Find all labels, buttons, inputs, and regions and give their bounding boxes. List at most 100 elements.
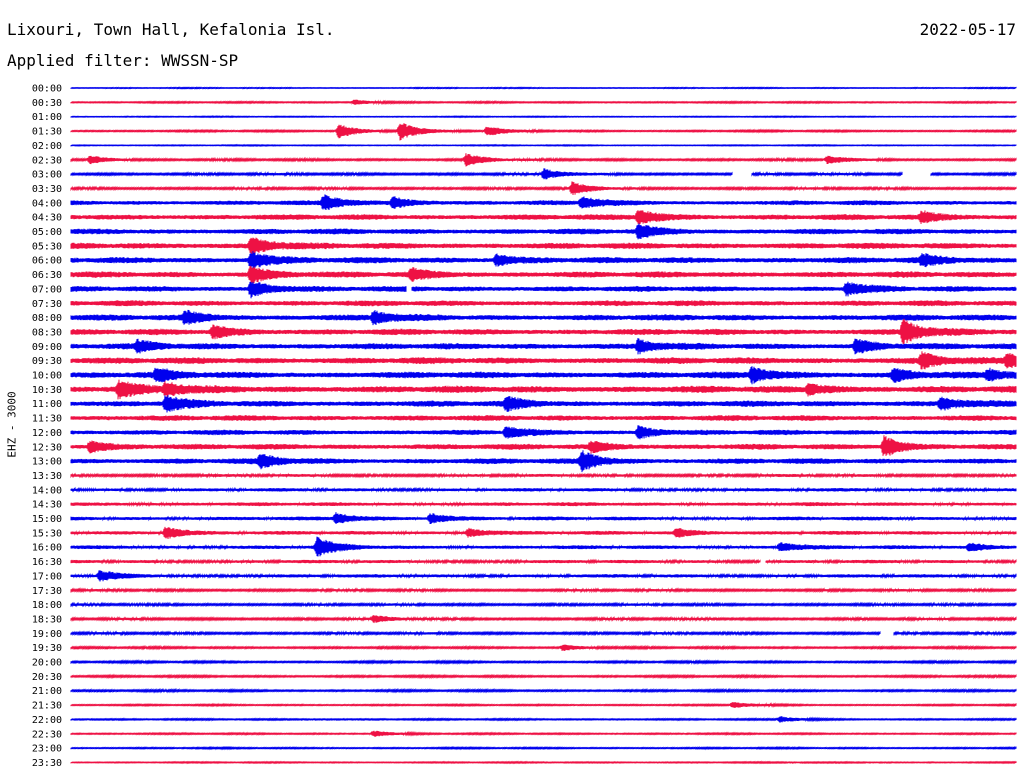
time-tick-label: 06:00 bbox=[32, 256, 62, 267]
time-tick-label: 15:30 bbox=[32, 528, 62, 539]
trace-row-1300 bbox=[70, 450, 1017, 473]
plot-date: 2022-05-17 bbox=[919, 20, 1016, 39]
time-tick-label: 14:30 bbox=[32, 500, 62, 511]
trace-row-1630 bbox=[70, 558, 1017, 565]
time-tick-label: 14:00 bbox=[32, 485, 62, 496]
trace-row-2000 bbox=[70, 659, 1017, 665]
time-tick-label: 08:00 bbox=[32, 313, 62, 324]
time-tick-label: 08:30 bbox=[32, 327, 62, 338]
time-tick-label: 22:30 bbox=[32, 729, 62, 740]
time-tick-label: 03:00 bbox=[32, 170, 62, 181]
trace-row-0130 bbox=[70, 123, 1017, 141]
time-tick-label: 13:00 bbox=[32, 457, 62, 468]
trace-row-0930 bbox=[70, 351, 1017, 370]
trace-row-1500 bbox=[70, 512, 1017, 525]
time-tick-label: 22:00 bbox=[32, 715, 62, 726]
time-tick-label: 18:00 bbox=[32, 600, 62, 611]
time-tick-label: 09:00 bbox=[32, 342, 62, 353]
trace-row-1030 bbox=[70, 379, 1017, 400]
trace-row-2300 bbox=[70, 745, 1017, 751]
time-tick-label: 19:00 bbox=[32, 629, 62, 640]
time-tick-label: 17:00 bbox=[32, 571, 62, 582]
trace-row-1900 bbox=[70, 630, 1017, 637]
time-tick-label: 02:30 bbox=[32, 155, 62, 166]
trace-row-1730 bbox=[70, 587, 1017, 594]
trace-row-2200 bbox=[70, 716, 1017, 723]
station-title: Lixouri, Town Hall, Kefalonia Isl. bbox=[7, 20, 335, 39]
time-tick-label: 11:30 bbox=[32, 414, 62, 425]
trace-row-0530 bbox=[70, 237, 1017, 257]
time-tick-label: 12:00 bbox=[32, 428, 62, 439]
time-tick-label: 00:30 bbox=[32, 98, 62, 109]
trace-row-2230 bbox=[70, 730, 1017, 737]
time-tick-label: 02:00 bbox=[32, 141, 62, 152]
trace-row-0030 bbox=[70, 99, 1017, 106]
time-tick-label: 04:00 bbox=[32, 198, 62, 209]
time-tick-label: 20:00 bbox=[32, 658, 62, 669]
trace-row-2100 bbox=[70, 687, 1017, 694]
trace-row-0300 bbox=[70, 168, 1017, 180]
trace-row-1000 bbox=[70, 366, 1017, 385]
trace-row-0800 bbox=[70, 309, 1017, 326]
trace-row-2030 bbox=[70, 673, 1017, 680]
trace-row-0700 bbox=[70, 281, 1017, 299]
time-tick-label: 07:30 bbox=[32, 299, 62, 310]
filter-label: Applied filter: WWSSN-SP bbox=[7, 51, 239, 70]
trace-row-0830 bbox=[70, 318, 1017, 345]
trace-row-0230 bbox=[70, 153, 1017, 167]
time-tick-label: 18:30 bbox=[32, 614, 62, 625]
time-tick-label: 23:00 bbox=[32, 744, 62, 755]
trace-row-1930 bbox=[70, 644, 1017, 651]
time-tick-label: 01:00 bbox=[32, 112, 62, 123]
time-tick-label: 11:00 bbox=[32, 399, 62, 410]
time-tick-label: 01:30 bbox=[32, 127, 62, 138]
trace-row-1800 bbox=[70, 601, 1017, 608]
trace-row-1130 bbox=[70, 415, 1017, 422]
time-tick-label: 10:30 bbox=[32, 385, 62, 396]
trace-row-1600 bbox=[70, 536, 1017, 557]
time-tick-label: 15:00 bbox=[32, 514, 62, 525]
time-tick-label: 16:00 bbox=[32, 543, 62, 554]
trace-row-0330 bbox=[70, 181, 1017, 196]
time-tick-label: 21:00 bbox=[32, 686, 62, 697]
trace-row-1230 bbox=[70, 435, 1017, 456]
trace-row-0000 bbox=[70, 86, 1017, 90]
trace-row-1430 bbox=[70, 501, 1017, 508]
trace-row-0400 bbox=[70, 194, 1017, 211]
trace-row-2330 bbox=[70, 760, 1017, 765]
time-tick-label: 05:00 bbox=[32, 227, 62, 238]
time-tick-label: 17:30 bbox=[32, 586, 62, 597]
time-tick-label: 04:30 bbox=[32, 213, 62, 224]
trace-row-0630 bbox=[70, 265, 1017, 284]
trace-row-0500 bbox=[70, 223, 1017, 240]
time-tick-label: 12:30 bbox=[32, 442, 62, 453]
time-tick-label: 19:30 bbox=[32, 643, 62, 654]
trace-row-0430 bbox=[70, 210, 1017, 226]
trace-row-1400 bbox=[70, 486, 1017, 493]
time-tick-label: 16:30 bbox=[32, 557, 62, 568]
time-tick-label: 06:30 bbox=[32, 270, 62, 281]
time-tick-label: 13:30 bbox=[32, 471, 62, 482]
trace-row-1530 bbox=[70, 526, 1017, 540]
time-tick-label: 00:00 bbox=[32, 84, 62, 95]
time-tick-label: 09:30 bbox=[32, 356, 62, 367]
time-tick-labels: 00:00 00:30 01:00 01:30 02:00 02:30 03:00 03:30… bbox=[32, 84, 62, 769]
trace-row-1100 bbox=[70, 395, 1017, 413]
trace-row-1200 bbox=[70, 425, 1017, 440]
time-tick-label: 10:00 bbox=[32, 371, 62, 382]
trace-row-1830 bbox=[70, 615, 1017, 624]
time-tick-label: 20:30 bbox=[32, 672, 62, 683]
trace-row-0200 bbox=[70, 143, 1017, 148]
trace-row-2130 bbox=[70, 702, 1017, 708]
time-tick-label: 03:30 bbox=[32, 184, 62, 195]
time-tick-label: 07:00 bbox=[32, 284, 62, 295]
trace-layer bbox=[70, 86, 1017, 765]
time-tick-label: 21:30 bbox=[32, 701, 62, 712]
trace-row-1330 bbox=[70, 472, 1017, 479]
trace-row-0100 bbox=[70, 114, 1017, 119]
trace-row-1700 bbox=[70, 570, 1017, 582]
trace-row-0600 bbox=[70, 251, 1017, 270]
trace-row-0900 bbox=[70, 338, 1017, 355]
trace-row-0730 bbox=[70, 300, 1017, 307]
